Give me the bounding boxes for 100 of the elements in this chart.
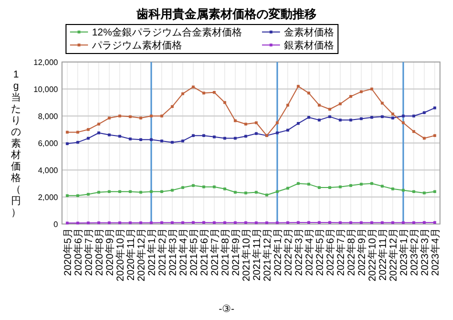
point bbox=[223, 101, 226, 104]
point bbox=[318, 186, 321, 189]
point bbox=[244, 192, 248, 194]
point bbox=[296, 221, 300, 224]
y-tick-label: 6,000 bbox=[38, 139, 59, 148]
point bbox=[338, 102, 342, 106]
point bbox=[128, 138, 132, 140]
point bbox=[212, 185, 216, 188]
point bbox=[391, 112, 394, 116]
point bbox=[160, 140, 164, 142]
point bbox=[265, 194, 268, 196]
point bbox=[296, 122, 300, 125]
x-tick-label: 2022年11月 bbox=[376, 228, 389, 281]
point bbox=[66, 222, 69, 224]
point bbox=[212, 90, 216, 94]
x-tick-label: 2020年11月 bbox=[124, 228, 137, 281]
point bbox=[202, 134, 206, 137]
x-tick-label: 2021年7月 bbox=[208, 228, 221, 276]
point bbox=[433, 106, 436, 110]
point bbox=[307, 221, 310, 224]
y-tick-label: 10,000 bbox=[34, 85, 59, 94]
point bbox=[412, 130, 416, 133]
y-tick-label: 4,000 bbox=[38, 166, 59, 175]
point bbox=[296, 182, 300, 185]
x-tick-label: 2021年8月 bbox=[219, 228, 232, 276]
text: 1g当たりの素材価格（円） bbox=[11, 70, 21, 218]
point bbox=[244, 122, 248, 126]
point bbox=[202, 221, 206, 224]
point bbox=[433, 134, 436, 137]
y-tick-label: 2,000 bbox=[38, 193, 59, 202]
x-tick-label: 2020年9月 bbox=[104, 228, 116, 276]
legend-label: 12%金銀パラジウム合金素材価格 bbox=[92, 26, 242, 38]
point bbox=[370, 182, 374, 185]
point bbox=[276, 131, 279, 134]
point bbox=[433, 190, 436, 193]
x-tick-label: 2022年10月 bbox=[366, 228, 378, 282]
point bbox=[128, 190, 132, 193]
point bbox=[318, 221, 321, 224]
point bbox=[192, 134, 195, 137]
point bbox=[118, 114, 122, 118]
point bbox=[370, 116, 374, 119]
point bbox=[76, 222, 80, 224]
point bbox=[139, 138, 142, 142]
x-tick-label: 2023年2月 bbox=[408, 228, 420, 276]
x-tick-label: 2023年3月 bbox=[418, 228, 431, 276]
x-tick-label: 2020年5月 bbox=[62, 228, 74, 276]
x-tick-label: 2023年1月 bbox=[398, 228, 410, 276]
point bbox=[422, 192, 426, 194]
x-tick-label: 2020年8月 bbox=[93, 228, 106, 276]
x-tick-label: 2020年6月 bbox=[72, 228, 84, 276]
legend-label: パラジウム素材価格 bbox=[91, 40, 182, 52]
x-tick-label: 2022年2月 bbox=[282, 228, 294, 276]
x-tick-label: 2022年1月 bbox=[272, 228, 284, 276]
point bbox=[192, 184, 195, 187]
x-tick-label: 2022年6月 bbox=[324, 228, 336, 276]
x-tick-label: 2022年5月 bbox=[314, 228, 326, 276]
legend-label: 銀素材価格 bbox=[284, 40, 334, 52]
point bbox=[139, 116, 142, 120]
point bbox=[202, 92, 206, 94]
x-tick-label: 2021年5月 bbox=[188, 228, 200, 276]
point bbox=[181, 186, 184, 189]
point bbox=[433, 221, 436, 224]
x-tick-label: 2021年10月 bbox=[240, 228, 252, 282]
y-tick-label: 8,000 bbox=[38, 112, 59, 121]
point bbox=[307, 92, 310, 94]
x-tick-label: 2020年12月 bbox=[135, 228, 148, 282]
text: -③- bbox=[218, 304, 234, 315]
point bbox=[192, 221, 195, 224]
x-tick-label: 2021年9月 bbox=[230, 228, 242, 276]
x-tick-label: 2022年4月 bbox=[303, 228, 316, 276]
point bbox=[370, 88, 374, 90]
point bbox=[202, 185, 206, 188]
x-tick-label: 2021年3月 bbox=[166, 228, 179, 276]
point bbox=[86, 222, 90, 224]
point bbox=[412, 190, 416, 193]
point bbox=[97, 122, 100, 126]
x-tick-label: 2022年3月 bbox=[292, 228, 305, 276]
point bbox=[181, 140, 184, 142]
point bbox=[307, 116, 310, 119]
point bbox=[391, 116, 394, 120]
point bbox=[192, 86, 195, 88]
x-tick-label: 2021年11月 bbox=[250, 228, 263, 281]
y-tick-label: 12,000 bbox=[34, 58, 59, 67]
point bbox=[170, 105, 174, 108]
point bbox=[318, 118, 321, 122]
point bbox=[422, 111, 426, 114]
point bbox=[108, 190, 111, 193]
point bbox=[150, 114, 153, 118]
point bbox=[223, 188, 226, 190]
point bbox=[160, 190, 164, 193]
x-tick-label: 2021年2月 bbox=[156, 228, 168, 276]
x-tick-label: 2021年6月 bbox=[198, 228, 210, 276]
legend-label: 金素材価格 bbox=[284, 26, 334, 38]
point bbox=[212, 136, 216, 138]
line-series bbox=[66, 106, 436, 146]
y-tick-label: 0 bbox=[54, 220, 59, 229]
x-tick-label: 2022年9月 bbox=[356, 228, 368, 276]
point bbox=[150, 138, 153, 142]
line-series bbox=[66, 182, 436, 198]
point bbox=[118, 190, 122, 193]
